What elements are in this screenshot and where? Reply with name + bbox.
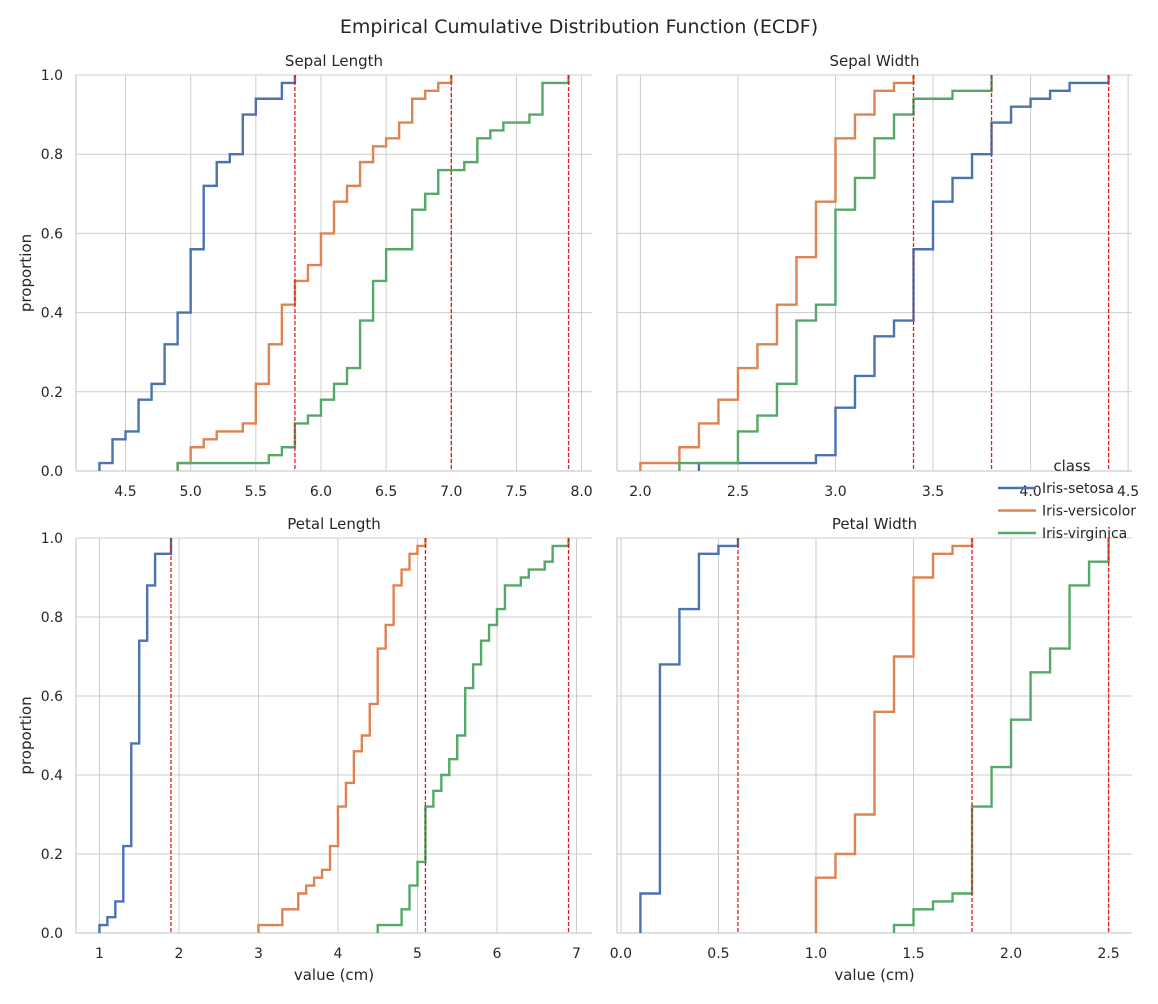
x-tick-label: 3.5 (922, 484, 944, 500)
y-axis-label: proportion (17, 234, 35, 312)
x-tick-label: 0.5 (707, 946, 729, 962)
x-tick-label: 1.5 (902, 946, 924, 962)
x-axis-label: value (cm) (294, 966, 374, 984)
x-tick-label: 6 (493, 946, 502, 962)
ecdf-line-iris-virginica (376, 538, 570, 933)
x-tick-label: 6.0 (310, 484, 332, 500)
panel-title: Petal Length (287, 515, 381, 533)
legend-label: Iris-setosa (1042, 481, 1114, 497)
y-tick-label: 0.2 (41, 847, 63, 863)
y-tick-label: 0.4 (41, 306, 63, 322)
y-tick-label: 0.0 (41, 926, 63, 942)
legend-label: Iris-virginica (1042, 526, 1127, 542)
panel-title: Petal Width (832, 515, 917, 533)
panel-title: Sepal Width (830, 52, 920, 70)
x-tick-label: 3 (254, 946, 263, 962)
y-tick-label: 0.8 (41, 147, 63, 163)
y-tick-label: 0.2 (41, 385, 63, 401)
ecdf-line-iris-versicolor (639, 75, 915, 471)
ecdf-line-iris-versicolor (176, 75, 453, 471)
x-tick-label: 2.0 (1000, 946, 1022, 962)
x-axis-label: value (cm) (834, 966, 914, 984)
x-tick-label: 5.0 (180, 484, 202, 500)
y-tick-label: 0.6 (41, 689, 63, 705)
y-tick-label: 0.6 (41, 226, 63, 242)
x-tick-label: 4.5 (114, 484, 136, 500)
panel-3: Petal Length 1 2 3 4 5 6 7 0.0 0.2 0.4 0.6 0.8 1.0 val… (17, 515, 592, 984)
y-tick-label: 1.0 (41, 68, 63, 84)
figure-title: Empirical Cumulative Distribution Functi… (339, 16, 819, 38)
x-tick-label: 2.0 (629, 484, 651, 500)
x-tick-label: 5 (413, 946, 422, 962)
ecdf-line-iris-setosa (98, 538, 173, 933)
x-tick-label: 4.0 (1019, 484, 1041, 500)
x-tick-label: 1.0 (805, 946, 827, 962)
y-tick-label: 0.4 (41, 768, 63, 784)
panel-1: Sepal Length 4.5 5.0 5.5 6.0 6.5 7.0 7.5 8.0 0.0 0… (17, 52, 593, 500)
x-tick-label: 2.5 (1097, 946, 1119, 962)
y-axis-label: proportion (17, 696, 35, 774)
ecdf-line-iris-versicolor (257, 538, 427, 933)
x-tick-label: 3.0 (824, 484, 846, 500)
ecdf-line-iris-setosa (697, 75, 1110, 471)
x-tick-label: 2.5 (727, 484, 749, 500)
x-tick-label: 2 (175, 946, 184, 962)
ecdf-line-iris-setosa (98, 75, 297, 471)
panel-2: Sepal Width 2.0 2.5 3.0 3.5 4.0 4.5 (616, 52, 1139, 500)
x-tick-label: 4.5 (1117, 484, 1139, 500)
x-tick-label: 8.0 (570, 484, 592, 500)
y-tick-label: 0.8 (41, 610, 63, 626)
x-tick-label: 7.0 (440, 484, 462, 500)
y-tick-label: 0.0 (41, 464, 63, 480)
ecdf-line-iris-versicolor (814, 538, 974, 933)
x-tick-label: 5.5 (245, 484, 267, 500)
y-tick-label: 1.0 (41, 531, 63, 547)
x-tick-label: 6.5 (375, 484, 397, 500)
ecdf-line-iris-setosa (639, 538, 740, 933)
legend-title: class (1053, 457, 1090, 475)
panel-title: Sepal Length (285, 52, 383, 70)
x-tick-label: 4 (334, 946, 343, 962)
ecdf-line-iris-virginica (892, 538, 1110, 933)
legend-label: Iris-versicolor (1042, 504, 1136, 520)
x-tick-label: 7 (572, 946, 581, 962)
x-tick-label: 1 (95, 946, 104, 962)
ecdf-line-iris-virginica (176, 75, 570, 471)
x-tick-label: 0.0 (610, 946, 632, 962)
legend: class Iris-setosa Iris-versicolor Iris-virg… (998, 457, 1136, 542)
panel-4: Petal Width 0.0 0.5 1.0 1.5 2.0 2.5 value (cm) (610, 515, 1132, 984)
x-tick-label: 7.5 (505, 484, 527, 500)
